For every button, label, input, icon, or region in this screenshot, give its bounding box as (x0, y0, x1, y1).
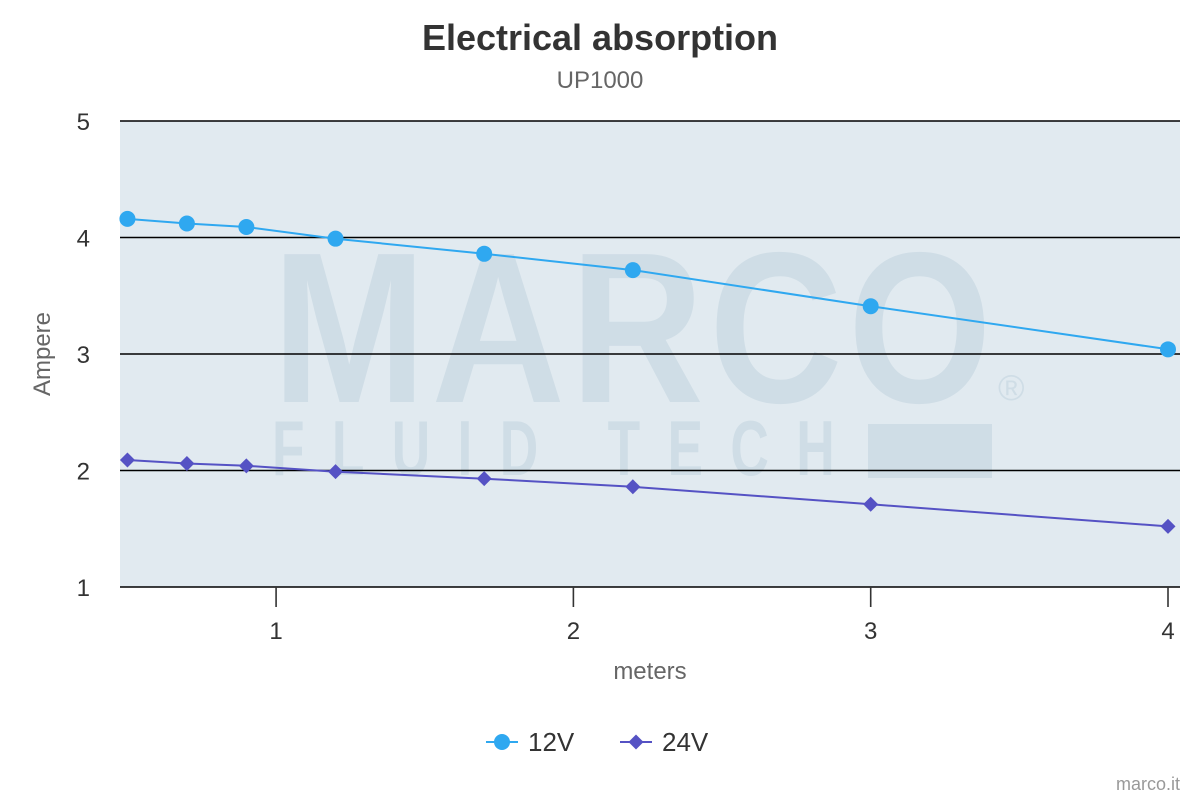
data-point-12V[interactable] (238, 219, 255, 236)
series-12V (119, 210, 1176, 358)
data-point-24V[interactable] (238, 458, 254, 474)
grid-lines (120, 120, 1180, 588)
x-tick-label: 2 (567, 618, 580, 645)
watermark-block (868, 424, 992, 478)
legend-item-24V[interactable]: 24V (620, 727, 709, 757)
watermark-registered-mark: ® (998, 367, 1025, 408)
data-point-24V[interactable] (328, 464, 344, 480)
y-tick-label: 5 (77, 109, 90, 136)
series-line-12V (127, 217, 1169, 351)
watermark-logo: MARCO ® FLUID TECH (272, 207, 1025, 492)
x-axis-label: meters (613, 658, 686, 685)
x-tick-label: 3 (864, 618, 877, 645)
legend-label: 24V (662, 727, 709, 757)
series-layer (119, 210, 1176, 534)
y-axis-label: Ampere (29, 312, 56, 396)
y-tick-label: 4 (77, 226, 90, 253)
data-point-24V[interactable] (625, 479, 641, 495)
data-point-12V[interactable] (476, 245, 493, 262)
legend-label: 12V (528, 727, 575, 757)
data-point-24V[interactable] (119, 452, 135, 468)
data-point-12V[interactable] (624, 262, 641, 279)
data-point-24V[interactable] (863, 496, 879, 512)
legend-item-12V[interactable]: 12V (486, 727, 575, 757)
data-point-12V[interactable] (178, 215, 195, 232)
y-tick-label: 1 (77, 575, 90, 602)
series-24V (119, 452, 1176, 534)
data-point-12V[interactable] (1160, 341, 1176, 358)
y-tick-label: 2 (77, 459, 90, 486)
y-axis: 1 2 3 4 5 (77, 109, 90, 602)
data-point-12V[interactable] (327, 230, 344, 247)
legend[interactable]: 12V 24V (486, 727, 709, 757)
chart-subtitle: UP1000 (557, 67, 644, 94)
legend-marker[interactable] (628, 734, 644, 750)
data-point-12V[interactable] (862, 298, 879, 315)
data-point-24V[interactable] (1160, 518, 1176, 534)
data-point-12V[interactable] (119, 210, 136, 227)
watermark-tagline: FLUID TECH (272, 404, 862, 492)
credit-link[interactable]: marco.it (1116, 774, 1180, 794)
legend-marker[interactable] (494, 734, 510, 750)
data-point-24V[interactable] (476, 471, 492, 487)
chart-title: Electrical absorption (422, 17, 778, 58)
series-line-24V (127, 459, 1169, 528)
data-point-24V[interactable] (179, 456, 195, 472)
x-axis: 1 2 3 4 (269, 587, 1175, 645)
y-tick-label: 3 (77, 342, 90, 369)
watermark-brand: MARCO (272, 207, 997, 448)
x-tick-label: 4 (1161, 618, 1174, 645)
x-tick-label: 1 (269, 618, 282, 645)
